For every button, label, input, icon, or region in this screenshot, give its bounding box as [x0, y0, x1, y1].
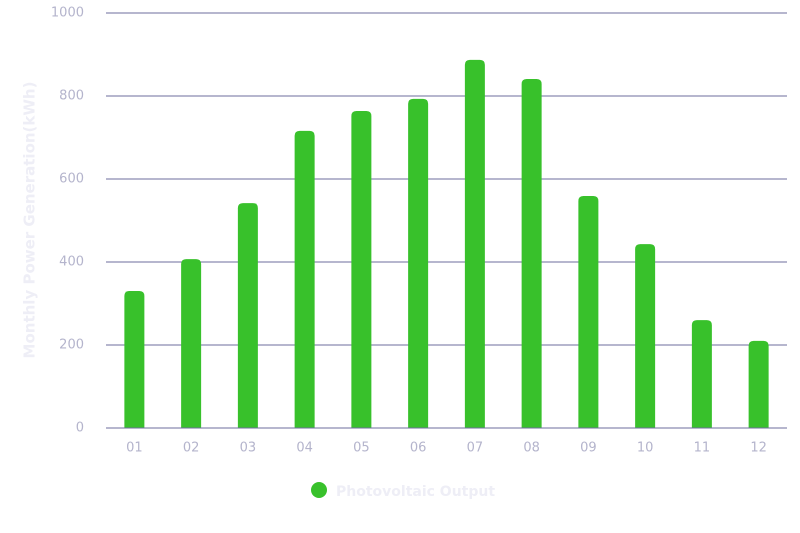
- y-tick-label: 200: [59, 338, 84, 353]
- bar: [464, 59, 485, 429]
- y-tick-label: 0: [76, 421, 84, 436]
- x-tick-label: 07: [467, 441, 484, 456]
- bar: [181, 259, 202, 428]
- bar: [578, 196, 599, 428]
- x-tick-label: 09: [580, 441, 597, 456]
- bar: [351, 110, 372, 428]
- x-tick-label: 11: [694, 441, 711, 456]
- y-axis-title: Monthly Power Generation(kWh): [21, 82, 39, 359]
- y-tick-label: 800: [59, 89, 84, 104]
- y-tick-label: 1000: [51, 6, 84, 21]
- y-tick-label: 600: [59, 172, 84, 187]
- legend-label: Photovoltaic Output: [336, 484, 495, 500]
- x-tick-label: 06: [410, 441, 427, 456]
- bar: [124, 291, 145, 428]
- bar: [408, 98, 429, 428]
- bar: [237, 203, 258, 428]
- x-tick-label: 02: [183, 441, 200, 456]
- x-tick-label: 12: [750, 441, 767, 456]
- bar: [294, 130, 315, 429]
- x-tick-label: 08: [523, 441, 540, 456]
- bar: [748, 340, 769, 428]
- y-tick-label: 400: [59, 255, 84, 270]
- x-tick-label: 10: [637, 441, 654, 456]
- bar: [635, 244, 656, 428]
- x-tick-label: 03: [240, 441, 257, 456]
- bar: [521, 78, 542, 429]
- legend-marker: [311, 482, 327, 498]
- x-tick-label: 01: [126, 441, 143, 456]
- x-tick-label: 04: [296, 441, 313, 456]
- x-tick-label: 05: [353, 441, 370, 456]
- bar: [691, 320, 712, 428]
